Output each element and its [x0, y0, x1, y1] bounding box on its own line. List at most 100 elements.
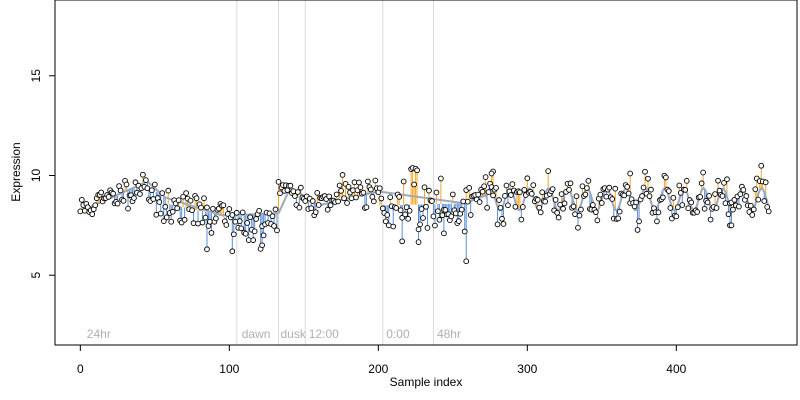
x-axis-label: Sample index: [390, 375, 463, 389]
data-point: [271, 223, 277, 229]
data-point: [560, 205, 566, 212]
data-point: [621, 192, 628, 199]
data-point: [137, 191, 143, 197]
data-point: [683, 178, 690, 184]
data-point: [213, 215, 219, 222]
data-point: [168, 218, 175, 225]
data-point: [369, 193, 376, 200]
data-point: [247, 214, 254, 221]
data-point: [169, 208, 176, 215]
data-point: [415, 239, 422, 245]
data-point: [230, 231, 237, 238]
data-point: [356, 179, 362, 186]
data-point: [666, 188, 672, 194]
data-point: [730, 206, 736, 213]
data-point: [545, 168, 552, 174]
data-point: [117, 187, 124, 194]
data-point: [494, 221, 501, 228]
data-point: [594, 217, 601, 224]
data-point: [609, 196, 616, 202]
x-tick-label: 300: [517, 362, 537, 376]
data-point: [654, 218, 660, 225]
data-point: [292, 193, 298, 199]
data-point: [77, 208, 84, 215]
data-point: [500, 221, 507, 227]
fit-line: [378, 190, 465, 205]
data-point: [715, 177, 721, 184]
data-point: [615, 215, 622, 222]
data-point: [426, 187, 432, 194]
data-point: [448, 213, 455, 220]
data-point: [233, 209, 240, 216]
data-point: [439, 212, 446, 219]
data-point: [150, 196, 157, 202]
data-point: [521, 186, 528, 193]
time-annotation: dawn: [242, 327, 271, 341]
data-point: [368, 186, 374, 193]
data-point: [363, 204, 370, 211]
data-point: [259, 242, 265, 249]
data-point: [458, 206, 465, 213]
data-point: [402, 211, 408, 218]
y-axis: 5 10 15: [29, 69, 56, 279]
data-point: [441, 230, 447, 237]
data-point: [423, 203, 429, 210]
data-point: [405, 215, 411, 222]
data-point: [499, 215, 505, 222]
data-point: [603, 193, 610, 200]
data-point: [193, 195, 200, 202]
data-point: [737, 191, 744, 198]
time-annotations: 24hr dawn dusk 12:00 0:00 48hr: [87, 327, 461, 341]
data-point: [670, 194, 677, 201]
data-point: [151, 181, 158, 188]
data-point: [667, 205, 674, 211]
data-point: [105, 193, 112, 200]
data-point: [236, 218, 243, 225]
data-point: [728, 222, 735, 229]
data-point: [561, 200, 568, 207]
data-point: [341, 195, 347, 202]
data-point: [625, 190, 632, 197]
data-point: [287, 182, 294, 189]
data-point: [519, 204, 526, 210]
data-point: [143, 177, 149, 183]
data-point: [436, 216, 443, 223]
data-point: [642, 168, 648, 175]
data-point: [488, 170, 495, 177]
data-point: [295, 189, 301, 195]
data-point: [466, 185, 473, 191]
time-annotation: 24hr: [87, 327, 111, 341]
data-point: [566, 186, 572, 193]
data-point: [676, 182, 683, 189]
data-point: [110, 190, 116, 197]
data-point: [530, 182, 537, 188]
fit-line: [318, 190, 379, 207]
data-point: [335, 198, 341, 205]
data-point: [78, 196, 85, 203]
data-point: [435, 208, 441, 215]
data-point: [585, 178, 592, 184]
data-point: [639, 193, 645, 199]
data-point: [461, 228, 468, 235]
data-point: [433, 189, 440, 196]
x-tick-label: 200: [368, 362, 388, 376]
data-point: [537, 209, 544, 216]
data-point: [704, 199, 711, 206]
data-point: [528, 190, 535, 197]
data-point: [663, 174, 669, 181]
data-point: [397, 207, 404, 214]
data-point: [376, 185, 383, 192]
data-point: [712, 191, 718, 197]
data-point: [345, 184, 352, 190]
x-tick-label: 0: [77, 362, 84, 376]
data-point: [312, 209, 319, 216]
data-point: [302, 198, 309, 204]
data-point: [144, 185, 151, 192]
data-point: [175, 197, 182, 204]
data-point: [698, 180, 705, 187]
data-point: [755, 196, 762, 203]
data-point: [251, 228, 258, 235]
data-point: [165, 187, 172, 194]
data-point: [238, 225, 245, 232]
data-point: [694, 209, 701, 215]
